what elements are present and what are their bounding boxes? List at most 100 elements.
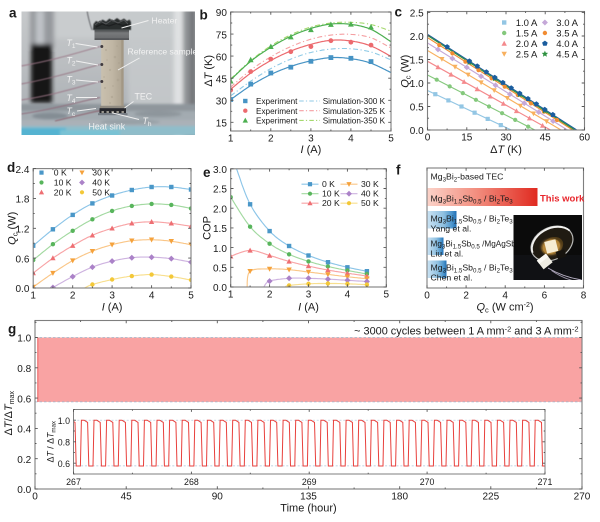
svg-text:270: 270	[574, 492, 591, 503]
svg-text:1.0: 1.0	[17, 334, 31, 345]
svg-text:45: 45	[540, 133, 552, 144]
svg-text:30 K: 30 K	[361, 179, 379, 189]
svg-text:1.0: 1.0	[213, 244, 227, 255]
svg-text:T4: T4	[67, 93, 76, 105]
svg-text:1: 1	[30, 291, 36, 302]
svg-text:0.6: 0.6	[17, 394, 31, 405]
svg-text:2: 2	[267, 290, 273, 301]
svg-text:3.0 A: 3.0 A	[556, 18, 578, 29]
svg-text:I (A): I (A)	[301, 144, 322, 156]
svg-text:20 K: 20 K	[322, 198, 340, 208]
svg-text:0.5: 0.5	[410, 103, 424, 114]
svg-text:30: 30	[500, 133, 512, 144]
svg-text:ΔT (K): ΔT (K)	[490, 144, 522, 156]
svg-text:90: 90	[212, 492, 224, 503]
svg-text:30: 30	[216, 97, 228, 108]
svg-text:40 K: 40 K	[92, 178, 110, 188]
svg-text:40 K: 40 K	[361, 189, 379, 199]
svg-text:Reference sample: Reference sample	[128, 47, 198, 57]
svg-text:b: b	[200, 8, 208, 23]
svg-text:0: 0	[425, 133, 431, 144]
svg-text:2.5 A: 2.5 A	[516, 49, 538, 60]
svg-text:0.8: 0.8	[58, 438, 70, 448]
svg-text:Experiment: Experiment	[256, 97, 298, 106]
svg-text:Qc (W): Qc (W)	[399, 55, 412, 88]
svg-text:T2: T2	[67, 56, 76, 68]
svg-text:1.5: 1.5	[410, 56, 424, 67]
svg-text:Experiment: Experiment	[256, 117, 298, 126]
svg-text:ΔT (K): ΔT (K)	[203, 55, 215, 87]
svg-text:2.4: 2.4	[15, 165, 29, 176]
svg-text:4: 4	[345, 290, 351, 301]
svg-text:0.6: 0.6	[58, 459, 70, 469]
svg-text:45: 45	[121, 492, 133, 503]
svg-text:4.0 A: 4.0 A	[556, 39, 578, 50]
svg-text:225: 225	[482, 492, 499, 503]
svg-text:Yang et al.: Yang et al.	[431, 224, 472, 234]
svg-text:4: 4	[149, 291, 155, 302]
svg-text:6: 6	[542, 291, 548, 302]
svg-text:10 K: 10 K	[54, 178, 72, 188]
svg-text:1.0: 1.0	[410, 79, 424, 90]
svg-text:271: 271	[538, 477, 553, 487]
svg-text:4: 4	[348, 134, 354, 145]
svg-text:180: 180	[391, 492, 408, 503]
svg-text:f: f	[396, 163, 401, 178]
svg-text:Heater: Heater	[152, 16, 178, 26]
svg-text:267: 267	[66, 477, 81, 487]
svg-text:c: c	[395, 5, 403, 20]
svg-text:This work: This work	[540, 194, 585, 205]
svg-text:1.5: 1.5	[213, 224, 227, 235]
svg-text:Mg3Bi1.5Sb0.5 / Bi2Te3: Mg3Bi1.5Sb0.5 / Bi2Te3	[431, 214, 514, 226]
svg-text:2.0: 2.0	[213, 204, 227, 215]
svg-text:0: 0	[424, 291, 430, 302]
svg-text:Liu et al.: Liu et al.	[431, 249, 464, 259]
svg-text:0.2: 0.2	[17, 455, 31, 466]
svg-text:3.5 A: 3.5 A	[556, 28, 578, 39]
svg-text:Simulation-300 K: Simulation-300 K	[323, 97, 386, 106]
svg-text:0.0: 0.0	[15, 284, 29, 295]
svg-text:Mg3Bi2-based TEC: Mg3Bi2-based TEC	[431, 172, 504, 184]
svg-text:8: 8	[581, 291, 587, 302]
svg-text:269: 269	[302, 477, 317, 487]
svg-text:1: 1	[228, 134, 234, 145]
svg-text:Time (hour): Time (hour)	[280, 503, 336, 515]
svg-text:TEC: TEC	[135, 92, 153, 102]
svg-text:5: 5	[188, 291, 194, 302]
svg-text:Mg3Bi1.5Sb0.5 /MgAgSb: Mg3Bi1.5Sb0.5 /MgAgSb	[431, 240, 517, 251]
svg-text:2: 2	[463, 291, 469, 302]
svg-text:75: 75	[216, 30, 228, 41]
svg-text:1.0 A: 1.0 A	[516, 18, 538, 29]
svg-text:0.0: 0.0	[17, 485, 31, 496]
svg-text:30 K: 30 K	[92, 168, 110, 178]
svg-text:Heat sink: Heat sink	[89, 122, 126, 132]
svg-text:a: a	[9, 6, 17, 21]
svg-text:Mg3Bi1.5Sb0.5 / Bi2Te3: Mg3Bi1.5Sb0.5 / Bi2Te3	[431, 263, 514, 275]
svg-text:I (A): I (A)	[102, 302, 123, 314]
svg-text:3.0: 3.0	[213, 165, 227, 176]
svg-text:g: g	[8, 322, 16, 337]
svg-text:270: 270	[420, 477, 435, 487]
svg-text:50 K: 50 K	[361, 198, 379, 208]
svg-text:1.2: 1.2	[15, 225, 29, 236]
svg-text:Th: Th	[143, 116, 152, 128]
svg-text:0: 0	[32, 492, 38, 503]
svg-text:2: 2	[268, 134, 274, 145]
svg-text:Mg3Bi1.5Sb0.5 / Bi2Te3: Mg3Bi1.5Sb0.5 / Bi2Te3	[431, 194, 514, 206]
svg-text:0 K: 0 K	[322, 179, 335, 189]
svg-text:60: 60	[216, 52, 228, 63]
svg-text:90: 90	[216, 8, 228, 19]
svg-text:Qc (W): Qc (W)	[7, 212, 20, 245]
svg-text:0.4: 0.4	[17, 425, 31, 436]
svg-text:4: 4	[502, 291, 508, 302]
svg-text:d: d	[7, 160, 15, 175]
svg-text:10 K: 10 K	[322, 189, 340, 199]
svg-text:~ 3000 cycles between 1 A mm-2: ~ 3000 cycles between 1 A mm-2 and 3 A m…	[354, 324, 578, 337]
svg-text:4.5 A: 4.5 A	[556, 49, 578, 60]
svg-text:I (A): I (A)	[298, 302, 319, 314]
svg-text:2: 2	[70, 291, 76, 302]
svg-text:Simulation-325 K: Simulation-325 K	[323, 107, 386, 116]
svg-text:T3: T3	[67, 75, 76, 87]
svg-text:268: 268	[184, 477, 199, 487]
svg-text:2.0: 2.0	[410, 32, 424, 43]
